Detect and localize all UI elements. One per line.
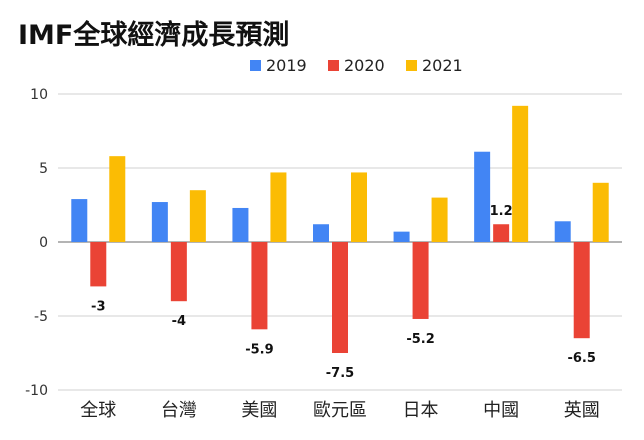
legend-label-2021: 2021	[422, 56, 463, 75]
data-label: 1.2	[490, 204, 513, 219]
bar-2021-4	[431, 197, 448, 242]
x-tick-label: 歐元區	[313, 400, 367, 421]
x-tick-label: 英國	[564, 400, 600, 421]
x-tick-label: 日本	[403, 400, 439, 421]
bar-2021-0	[109, 156, 126, 242]
data-label: -6.5	[567, 351, 595, 366]
bar-2020-5	[493, 224, 510, 242]
legend: 2019 2020 2021	[250, 56, 463, 75]
bar-2019-4	[393, 231, 410, 242]
bar-2020-3	[332, 242, 348, 353]
legend-label-2019: 2019	[266, 56, 307, 75]
bar-layer	[71, 105, 609, 353]
y-tick-label: 5	[39, 161, 48, 177]
bar-2020-4	[412, 242, 429, 319]
bar-2019-2	[232, 207, 249, 242]
y-tick-label: 0	[39, 235, 48, 251]
data-label: -7.5	[326, 366, 354, 381]
bar-2020-6	[573, 242, 590, 339]
data-label: -3	[91, 299, 105, 314]
data-label: -5.2	[406, 332, 434, 347]
x-tick-label: 美國	[241, 400, 277, 421]
x-tick-label: 中國	[483, 400, 519, 421]
bar-2021-5	[512, 105, 529, 242]
y-tick-label: -10	[25, 383, 48, 399]
bar-2019-6	[554, 221, 571, 242]
bar-2021-6	[592, 182, 609, 242]
bar-2019-1	[151, 202, 168, 242]
bar-2021-1	[189, 190, 206, 242]
bar-2020-2	[251, 242, 268, 330]
x-tick-label: 全球	[80, 400, 116, 421]
axis-layer: -10 -5 0 5 10 全球 台灣 美國 歐元區 日本 中國 英國	[25, 87, 600, 421]
chart-title: IMF全球經濟成長預測	[18, 19, 289, 51]
bar-2019-5	[474, 151, 491, 242]
data-label: -5.9	[245, 342, 273, 357]
data-label-layer: -3 -4 -5.9 -7.5 -5.2 1.2 -6.5	[91, 204, 596, 381]
legend-label-2020: 2020	[344, 56, 385, 75]
bar-2020-0	[90, 242, 107, 287]
y-tick-label: -5	[34, 309, 48, 325]
legend-swatch-2020	[328, 60, 339, 71]
x-tick-label: 台灣	[161, 400, 197, 421]
bar-2021-2	[270, 172, 287, 242]
bar-2021-3	[351, 172, 367, 242]
y-tick-label: 10	[30, 87, 48, 103]
data-label: -4	[172, 314, 186, 329]
bar-2020-1	[170, 242, 187, 302]
bar-2019-3	[313, 224, 329, 242]
legend-swatch-2019	[250, 60, 261, 71]
legend-swatch-2021	[406, 60, 417, 71]
bar-2019-0	[71, 199, 88, 242]
